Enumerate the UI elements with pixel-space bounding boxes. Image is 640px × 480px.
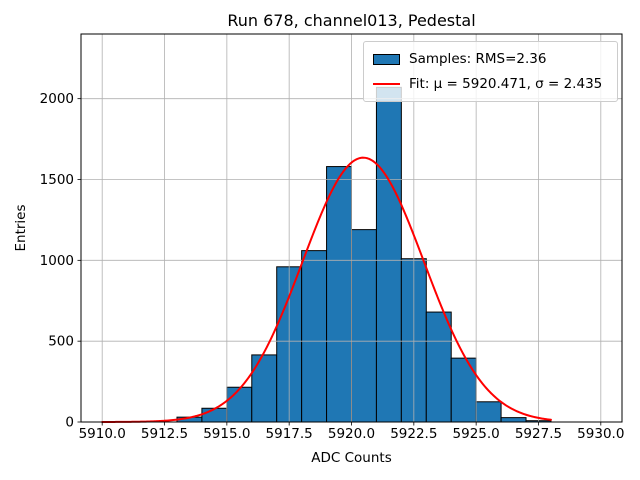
histogram-bar: [226, 386, 253, 423]
y-tick-label: 2000: [40, 91, 74, 107]
x-tick-label: 5925.0: [453, 426, 500, 442]
legend-box: Samples: RMS=2.36 Fit: μ = 5920.471, σ =…: [363, 41, 618, 102]
axis-ticks: 5910.0 5912.5 5915.0 5917.5 5920.0 5922.5 5925…: [40, 91, 625, 442]
histogram-swatch-icon: [373, 53, 400, 65]
x-tick-label: 5927.5: [515, 426, 562, 442]
y-tick-label: 1000: [40, 253, 74, 269]
fit-line-swatch-icon: [373, 82, 400, 86]
histogram-bars: [176, 86, 552, 423]
histogram-bar: [475, 401, 502, 423]
x-tick-label: 5910.0: [79, 426, 126, 442]
histogram-bar: [425, 311, 452, 423]
legend-label-fit: Fit: μ = 5920.471, σ = 2.435: [409, 76, 603, 92]
x-tick-label: 5917.5: [266, 426, 313, 442]
histogram-bar: [351, 229, 377, 423]
legend-handle: [373, 53, 400, 65]
x-tick-label: 5922.5: [390, 426, 437, 442]
x-tick-label: 5920.0: [328, 426, 375, 442]
histogram-bar: [375, 86, 402, 423]
x-axis-label: ADC Counts: [311, 450, 392, 466]
histogram-bar: [500, 417, 527, 423]
legend-label-samples: Samples: RMS=2.36: [409, 51, 547, 67]
fit-curve: [101, 156, 552, 423]
histogram-bar: [326, 166, 353, 423]
chart-title: Run 678, channel013, Pedestal: [227, 11, 476, 30]
y-tick-label: 0: [65, 415, 74, 431]
histogram-bar: [201, 407, 228, 423]
x-tick-label: 5915.0: [203, 426, 250, 442]
legend-handle: [373, 82, 400, 86]
y-axis-label: Entries: [13, 204, 29, 252]
histogram-bar: [251, 354, 278, 423]
legend-item-fit: Fit: μ = 5920.471, σ = 2.435: [373, 73, 609, 95]
x-tick-label: 5912.5: [141, 426, 188, 442]
y-tick-label: 1500: [40, 172, 74, 188]
histogram-bar: [301, 250, 328, 423]
y-tick-label: 500: [48, 334, 74, 350]
x-tick-label: 5930.0: [577, 426, 624, 442]
legend-item-samples: Samples: RMS=2.36: [373, 48, 609, 70]
